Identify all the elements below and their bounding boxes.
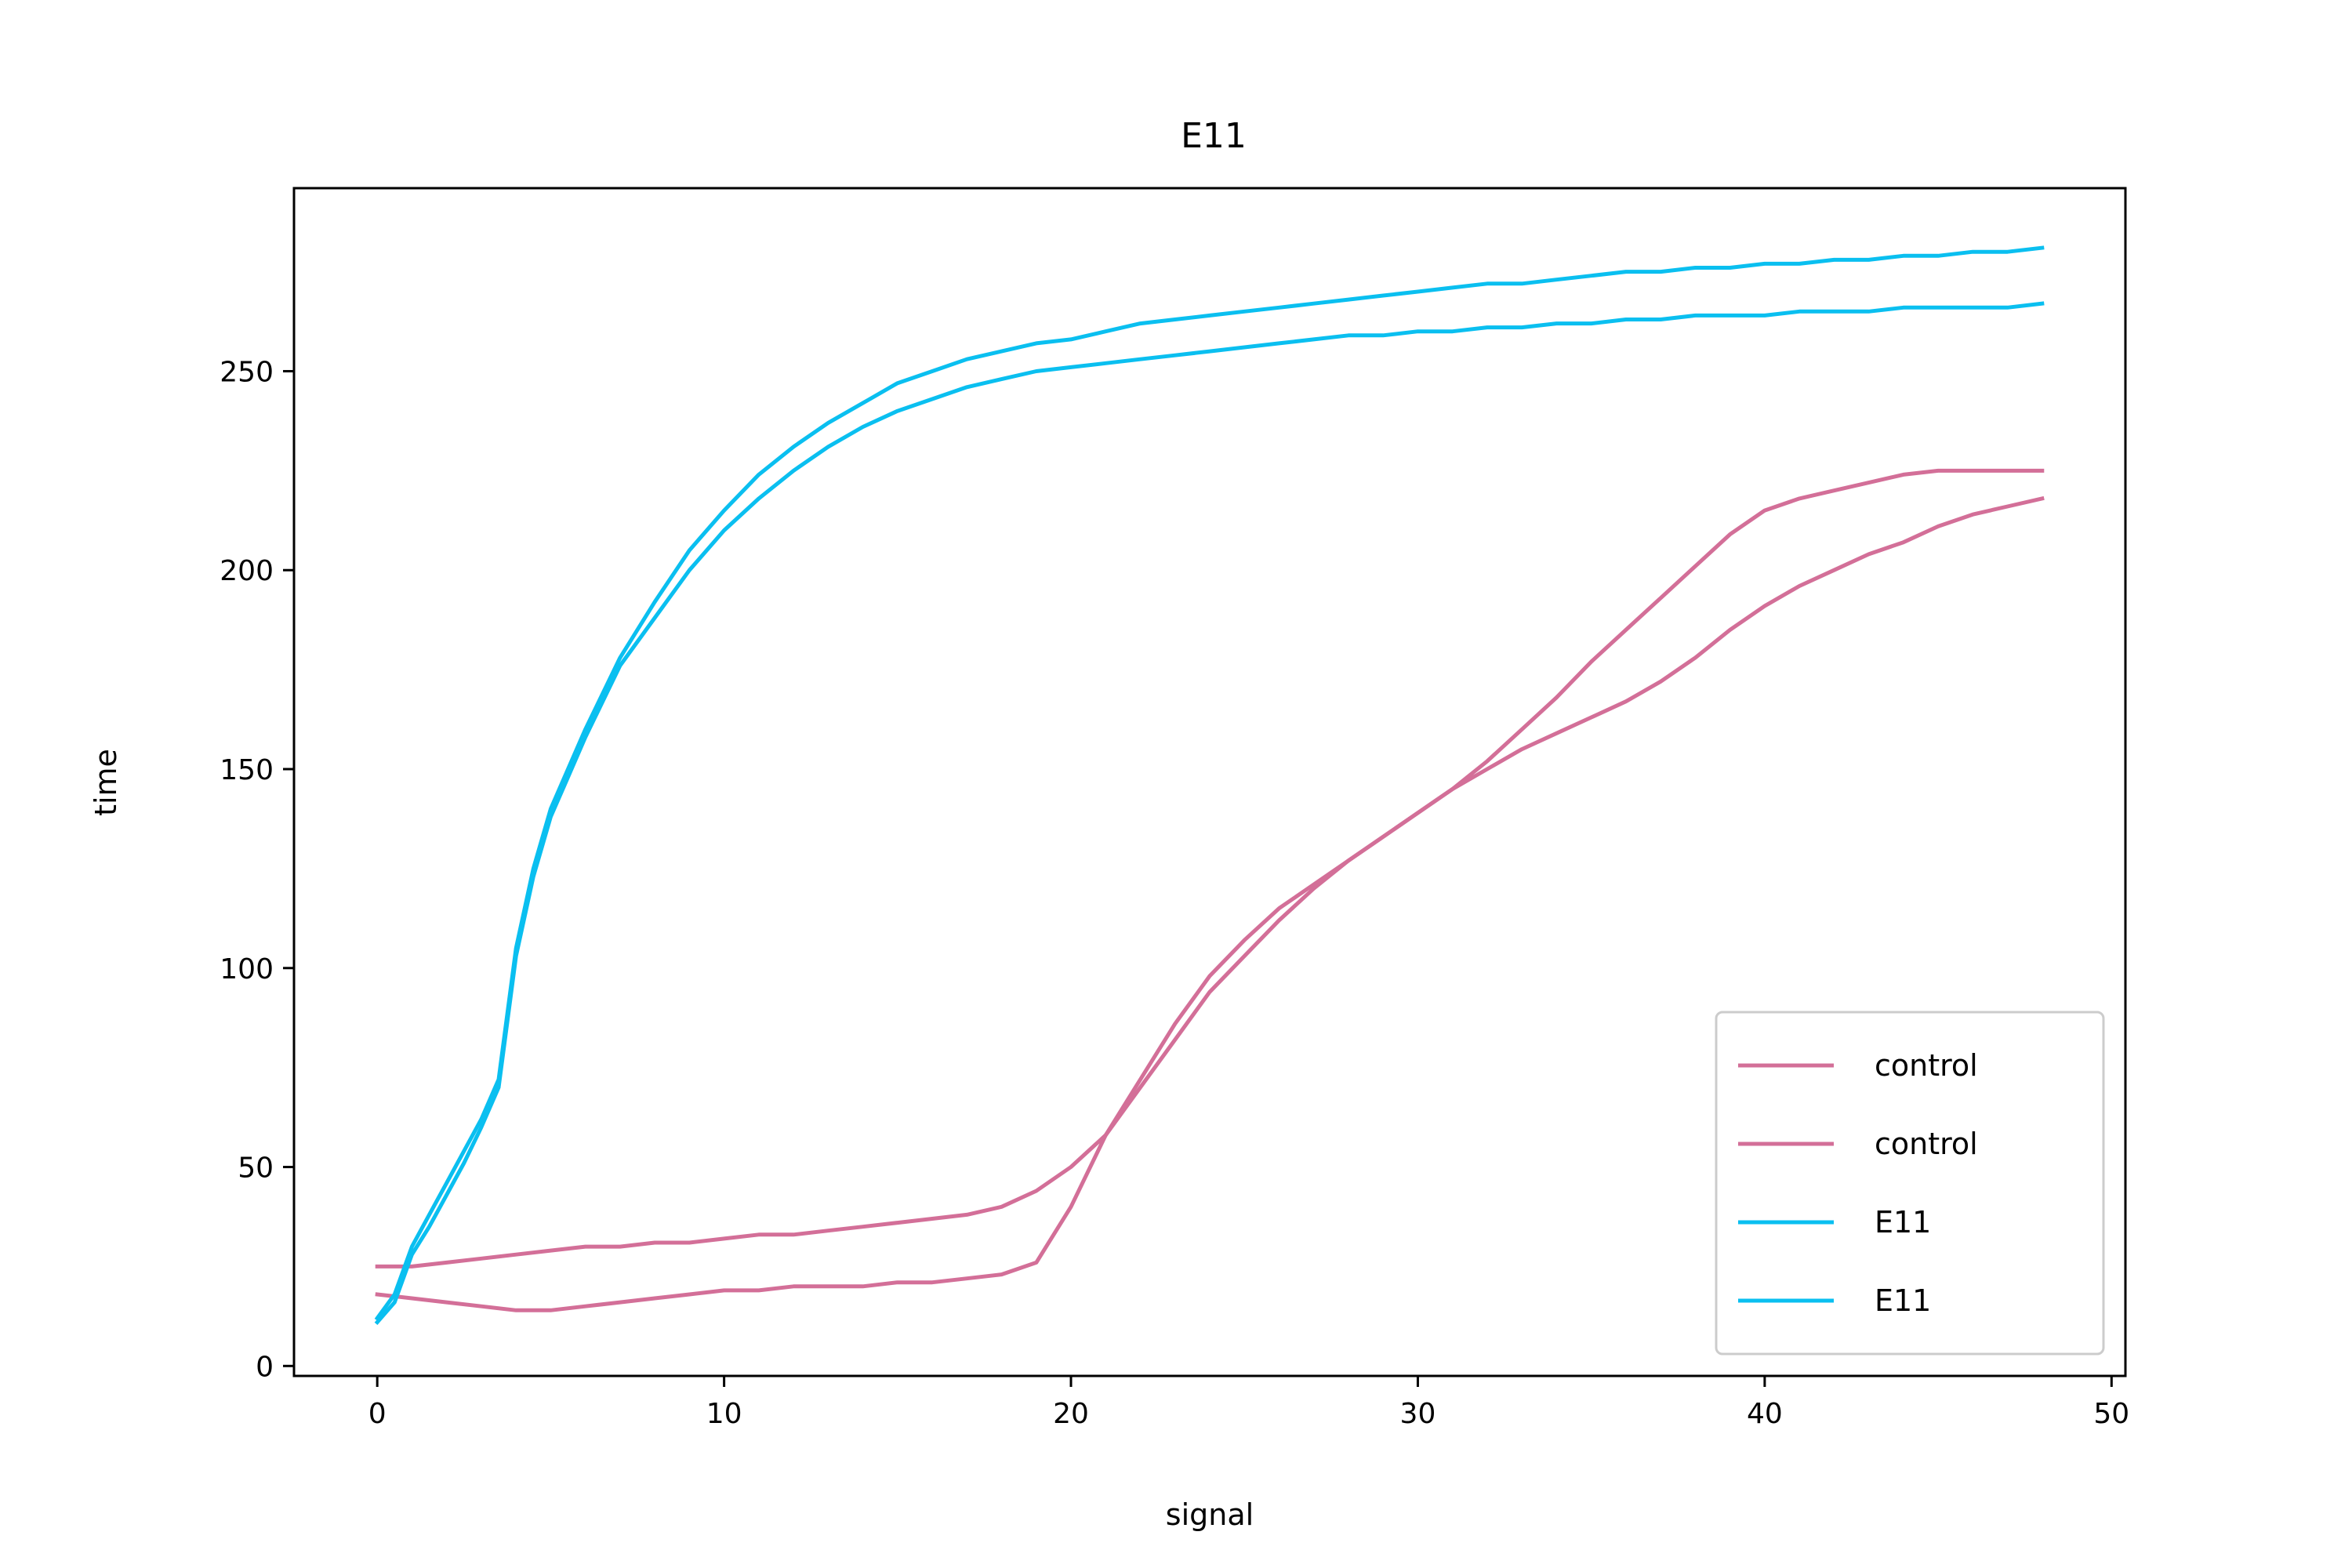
x-tick-label: 30: [1400, 1398, 1436, 1430]
y-tick-label: 100: [220, 953, 274, 985]
series-line-0: [375, 468, 2045, 1269]
y-tick-label: 200: [220, 555, 274, 587]
y-tick-label: 250: [220, 356, 274, 388]
x-axis: 0 10 20 30 40 50: [368, 1376, 2129, 1430]
legend-label: E11: [1875, 1205, 1931, 1240]
y-tick-label: 0: [256, 1351, 274, 1383]
legend-box: [1715, 1011, 2105, 1356]
series-line-1: [375, 495, 2045, 1312]
y-axis: 0 50 100 150 200 250: [220, 356, 294, 1383]
plot-frame: [292, 187, 2127, 1377]
x-tick-label: 40: [1747, 1398, 1783, 1430]
chart-title: E11: [1181, 116, 1247, 156]
x-tick-label: 20: [1053, 1398, 1089, 1430]
y-tick-label: 50: [238, 1152, 274, 1185]
series-line-3: [374, 301, 2045, 1326]
x-tick-label: 0: [368, 1398, 387, 1430]
x-tick-label: 10: [706, 1398, 742, 1430]
legend: control control E11 E11: [1715, 1011, 2105, 1356]
y-axis-label: time: [89, 749, 123, 816]
x-axis-label: signal: [1166, 1497, 1254, 1532]
y-tick-label: 150: [220, 754, 274, 786]
series-line-2: [374, 245, 2045, 1321]
series-layer: [374, 245, 2045, 1326]
legend-label: control: [1875, 1127, 1978, 1161]
legend-label: E11: [1875, 1283, 1931, 1318]
legend-label: control: [1875, 1048, 1978, 1083]
x-tick-label: 50: [2093, 1398, 2129, 1430]
